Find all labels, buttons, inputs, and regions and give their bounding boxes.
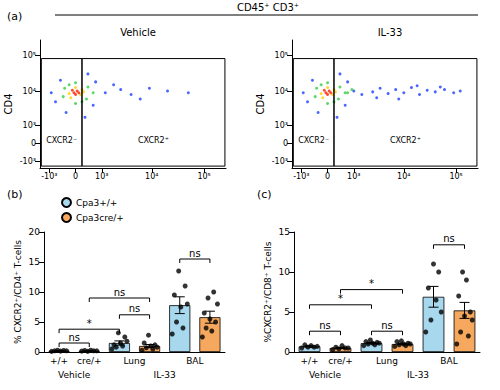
svg-text:10⁵: 10⁵ [449, 172, 462, 181]
svg-text:CD4: CD4 [3, 93, 14, 114]
svg-text:Vehicle: Vehicle [120, 27, 156, 38]
svg-text:(b): (b) [7, 188, 23, 201]
svg-text:ns: ns [443, 233, 455, 244]
svg-text:+/+: +/+ [50, 356, 68, 366]
svg-text:-10³: -10³ [272, 157, 288, 166]
svg-text:Cpa3cre/+: Cpa3cre/+ [76, 213, 124, 223]
svg-text:10³: 10³ [95, 172, 108, 181]
svg-text:IL-33: IL-33 [154, 370, 176, 380]
svg-text:-10³: -10³ [293, 172, 309, 181]
svg-text:IL-33: IL-33 [407, 370, 429, 380]
svg-text:ns: ns [129, 303, 141, 314]
svg-text:10³: 10³ [23, 121, 36, 130]
svg-text:0: 0 [34, 347, 40, 357]
svg-text:5: 5 [284, 307, 290, 317]
svg-text:10⁴: 10⁴ [23, 87, 36, 96]
svg-text:10: 10 [279, 267, 291, 277]
svg-text:CXCR2⁺: CXCR2⁺ [138, 136, 169, 145]
svg-text:-10³: -10³ [41, 172, 57, 181]
svg-text:Vehicle: Vehicle [309, 370, 342, 380]
svg-text:5: 5 [34, 317, 40, 327]
svg-text:CD45⁺ CD3⁺: CD45⁺ CD3⁺ [237, 2, 299, 13]
svg-text:CD4: CD4 [255, 93, 266, 114]
svg-text:% CXCR2⁺/CD4⁺ T-cells: % CXCR2⁺/CD4⁺ T-cells [13, 240, 23, 344]
svg-text:ns: ns [114, 287, 126, 298]
svg-text:10⁵: 10⁵ [23, 51, 36, 60]
svg-text:(c): (c) [257, 188, 272, 201]
svg-text:Lung: Lung [376, 356, 398, 366]
svg-text:%CXCR2⁺/CD8⁺ T-cells: %CXCR2⁺/CD8⁺ T-cells [263, 241, 273, 342]
svg-text:10³: 10³ [275, 121, 288, 130]
svg-text:10³: 10³ [347, 172, 360, 181]
svg-text:0: 0 [325, 172, 330, 181]
svg-text:*: * [87, 318, 92, 329]
svg-text:0: 0 [73, 172, 78, 181]
svg-text:10⁴: 10⁴ [145, 172, 158, 181]
svg-text:0: 0 [283, 139, 288, 148]
svg-text:0: 0 [284, 347, 290, 357]
svg-text:BAL: BAL [440, 356, 457, 366]
svg-text:(a): (a) [7, 10, 22, 23]
svg-text:ns: ns [68, 332, 80, 343]
svg-text:10⁵: 10⁵ [197, 172, 210, 181]
svg-text:Vehicle: Vehicle [58, 370, 91, 380]
svg-text:10⁵: 10⁵ [275, 51, 288, 60]
svg-text:10: 10 [29, 287, 41, 297]
svg-text:Cpa3+/+: Cpa3+/+ [76, 198, 117, 208]
svg-text:15: 15 [29, 257, 40, 267]
svg-text:+/+: +/+ [300, 356, 318, 366]
svg-text:ns: ns [381, 320, 393, 331]
svg-text:0: 0 [31, 139, 36, 148]
svg-text:15: 15 [279, 227, 290, 237]
svg-text:cre/+: cre/+ [328, 356, 353, 366]
svg-text:*: * [369, 278, 374, 289]
svg-text:20: 20 [29, 227, 41, 237]
svg-text:ns: ns [189, 248, 201, 259]
svg-text:*: * [338, 293, 343, 304]
svg-text:-10³: -10³ [20, 157, 36, 166]
svg-text:IL-33: IL-33 [378, 27, 403, 38]
svg-text:10⁴: 10⁴ [397, 172, 410, 181]
svg-text:ns: ns [319, 320, 331, 331]
svg-text:10⁴: 10⁴ [275, 87, 288, 96]
svg-text:CXCR2⁻: CXCR2⁻ [298, 136, 329, 145]
svg-text:CXCR2⁺: CXCR2⁺ [390, 136, 421, 145]
svg-text:Lung: Lung [124, 356, 146, 366]
svg-text:cre/+: cre/+ [77, 356, 102, 366]
svg-text:BAL: BAL [186, 356, 203, 366]
svg-text:CXCR2⁻: CXCR2⁻ [46, 136, 77, 145]
